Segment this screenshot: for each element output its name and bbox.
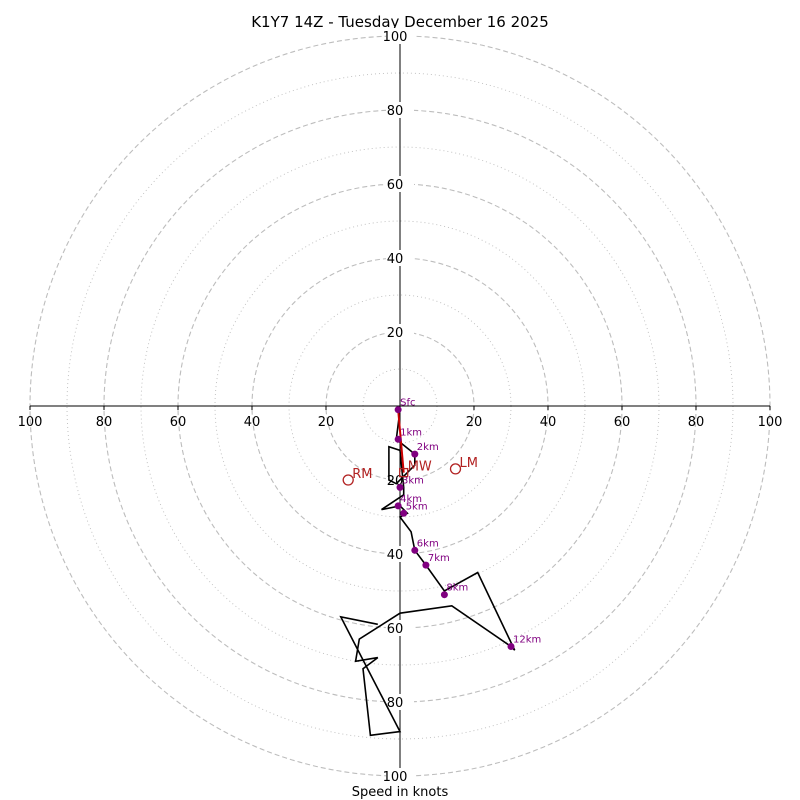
x-tick-label: 80 [96,415,113,430]
y-tick-label: 40 [387,252,404,267]
y-tick-label: 60 [387,178,404,193]
x-tick-label: 100 [18,415,43,430]
height-marker-label: 5km [406,501,428,512]
hodograph-trace-group [339,409,516,737]
x-tick-label: 100 [758,415,783,430]
y-tick-label: 80 [387,696,404,711]
height-marker-label: 12km [513,635,541,646]
height-marker-dot [394,406,402,414]
x-tick-label: 40 [540,415,557,430]
height-marker-dot [396,483,404,491]
x-tick-label: 40 [244,415,261,430]
y-tick-label: 100 [383,30,408,45]
height-marker-label: 7km [428,553,450,564]
y-tick-label: 20 [387,326,404,341]
height-marker-label: 2km [417,442,439,453]
storm-motion-label: RM [352,467,372,482]
x-tick-label: 60 [170,415,187,430]
y-tick-label-bg [386,620,414,636]
height-marker-dot [411,546,419,554]
y-tick-label-bg [386,324,414,340]
height-marker-dot [422,561,430,569]
y-tick-label-bg [386,768,414,784]
height-marker-label: 3km [402,475,424,486]
storm-motion-markers: RM LM MW [342,456,478,486]
height-marker-label: Sfc [400,398,415,409]
y-tick-label-bg [386,102,414,118]
right-mover-marker [342,474,354,486]
height-marker-label: 8km [446,583,468,594]
storm-motion-label: MW [408,460,432,475]
y-tick-label: 40 [387,548,404,563]
x-axis-label: Speed in knots [352,785,449,800]
storm-motion-label: LM [460,456,478,471]
height-marker-label: 1km [400,427,422,438]
mean-wind-marker [399,467,409,478]
height-marker-dot [394,502,402,510]
x-tick-label: 20 [466,415,483,430]
x-tick-label: 80 [688,415,705,430]
y-tick-label-bg [386,250,414,266]
chart-axes [30,36,770,776]
y-tick-label-bg [386,546,414,562]
x-tick-label: 20 [318,415,335,430]
y-tick-label-bg [386,694,414,710]
y-tick-label: 100 [383,770,408,785]
y-tick-label: 60 [387,622,404,637]
height-marker-dot [400,509,408,517]
tick-labels: 100 80 60 40 20 20 40 60 80 100100806040202040608… [18,28,783,785]
height-marker-dot [507,643,515,650]
height-marker-dot [411,450,419,458]
x-tick-label: 60 [614,415,631,430]
height-marker-label: 6km [417,538,439,549]
hodograph-trace [339,409,516,737]
chart-title: K1Y7 14Z - Tuesday December 16 2025 [251,13,549,31]
height-marker-dot [394,435,402,443]
height-marker-dot [440,591,448,599]
y-tick-label-bg [386,176,414,192]
y-tick-label-bg [386,28,414,44]
height-marker-label: 4km [400,494,422,505]
y-tick-label: 80 [387,104,404,119]
left-mover-marker [449,463,462,475]
